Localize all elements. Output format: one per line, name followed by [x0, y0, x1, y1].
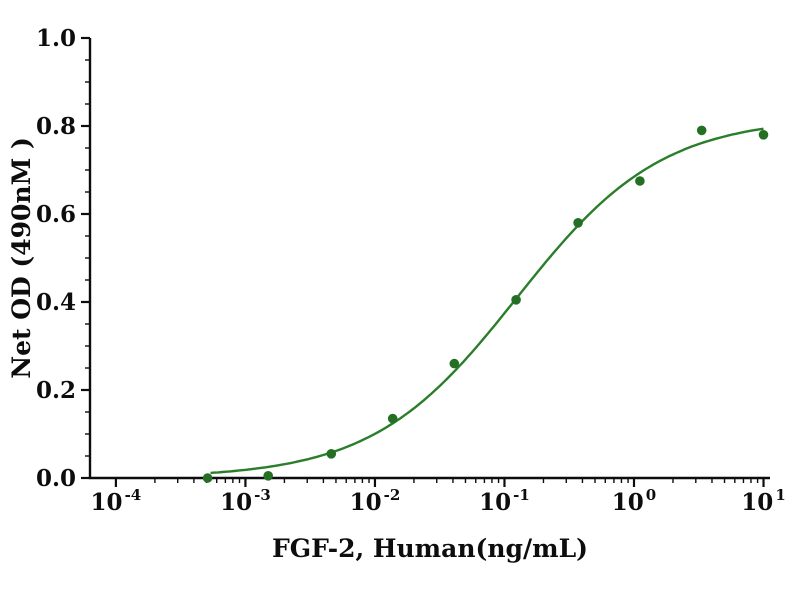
x-tick-label: 10 -1 — [479, 486, 530, 516]
y-tick-label: 0.4 — [36, 289, 76, 316]
x-tick-label: 10 -3 — [220, 486, 271, 516]
y-tick-label: 0.8 — [36, 113, 76, 140]
data-point — [326, 449, 337, 459]
data-point — [387, 413, 398, 424]
x-tick-label: 10 -4 — [91, 486, 142, 516]
data-point — [573, 218, 583, 228]
data-point — [696, 125, 707, 136]
data-point — [263, 471, 274, 481]
data-point — [202, 473, 213, 483]
axes-spine — [88, 38, 770, 480]
x-tick-label: 10 1 — [741, 486, 785, 516]
x-tick-label: 10 0 — [612, 486, 656, 516]
y-tick-label: 0.2 — [36, 377, 76, 404]
y-axis-label: Net OD (490nM ) — [7, 137, 36, 379]
data-point — [511, 295, 521, 305]
fit-curve — [210, 127, 764, 475]
x-tick-label: 10 -2 — [350, 486, 401, 516]
data-point — [449, 358, 460, 369]
y-tick-label: 1.0 — [36, 25, 76, 52]
y-tick-label: 0.6 — [36, 201, 76, 228]
y-tick-label: 0.0 — [36, 465, 76, 492]
x-axis-label: FGF-2, Human(ng/mL) — [272, 534, 588, 563]
plot-area: 0.0 0.2 0.4 0.6 0.8 1.0 10 -4 10 -3 10 -2 10 -1 10 0 10 1 — [36, 25, 786, 516]
data-point — [635, 176, 645, 186]
data-point — [758, 130, 769, 140]
